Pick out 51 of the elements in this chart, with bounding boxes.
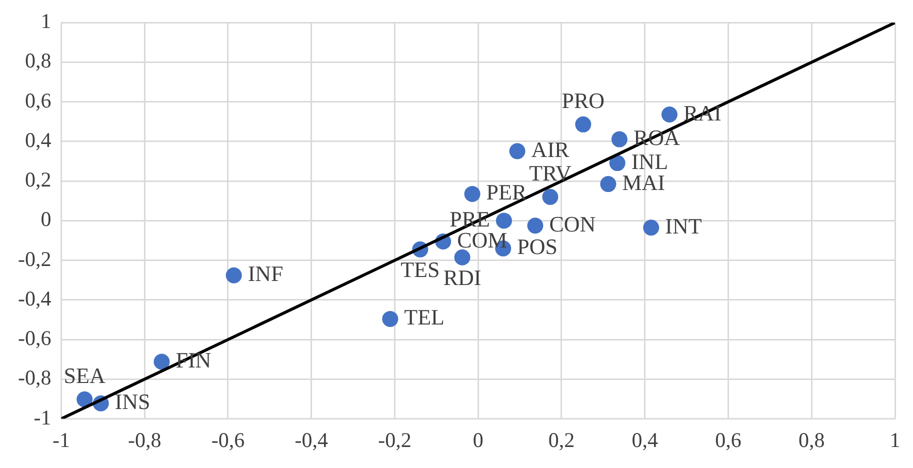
- point: [454, 249, 470, 266]
- point: [226, 267, 242, 284]
- y-tick-label: 0: [40, 207, 52, 232]
- annotation: TEL: [404, 304, 444, 330]
- point: [661, 106, 678, 123]
- point: [643, 220, 660, 236]
- annotation: PRO: [562, 88, 605, 114]
- x-tick-label: 0: [472, 428, 484, 452]
- y-tick-label: 0,2: [24, 168, 52, 192]
- x-tick-label: 0,6: [715, 428, 742, 452]
- x-tick-label: -0,8: [128, 428, 162, 452]
- annotation: RDI: [443, 265, 482, 290]
- point: [600, 176, 616, 192]
- annotation: TRV: [529, 160, 572, 186]
- point: [382, 310, 398, 327]
- y-tick-label: 1: [40, 9, 52, 34]
- x-tick-label: 0,4: [632, 428, 658, 452]
- annotation: INF: [248, 261, 284, 286]
- y-tick-label: -1: [34, 405, 52, 430]
- x-tick-label: -0,4: [294, 428, 328, 452]
- y-tick-label: -0,2: [18, 246, 52, 271]
- point: [611, 131, 628, 148]
- annotation: SEA: [64, 363, 106, 388]
- point: [527, 218, 544, 234]
- annotation: CON: [549, 211, 596, 236]
- x-tick-label: -0,2: [378, 428, 412, 452]
- annotation: INS: [114, 389, 150, 414]
- annotation: COM: [457, 227, 508, 252]
- point: [509, 143, 526, 160]
- x-tick-label: -0,6: [211, 428, 245, 452]
- point: [76, 391, 93, 408]
- x-tick-label: 1: [890, 428, 900, 452]
- annotation: INT: [665, 213, 702, 238]
- point: [542, 188, 558, 205]
- annotation: TES: [400, 257, 440, 282]
- point: [609, 155, 626, 172]
- y-tick-label: -0,4: [18, 286, 52, 310]
- point: [464, 186, 480, 202]
- point: [496, 212, 512, 229]
- y-tick-label: -0,8: [18, 366, 52, 390]
- point: [575, 116, 592, 132]
- point: [154, 354, 170, 370]
- y-tick-label: -0,6: [18, 326, 52, 350]
- y-tick-label: 0,6: [24, 88, 52, 112]
- y-tick-label: 0,4: [24, 128, 52, 152]
- y-tick-label: 0,8: [24, 48, 52, 73]
- x-tick-label: 0,2: [548, 428, 575, 452]
- annotation: PER: [486, 180, 527, 205]
- annotation: POS: [517, 234, 558, 260]
- annotation: AIR: [531, 136, 570, 162]
- x-tick-label: 0,8: [798, 428, 825, 452]
